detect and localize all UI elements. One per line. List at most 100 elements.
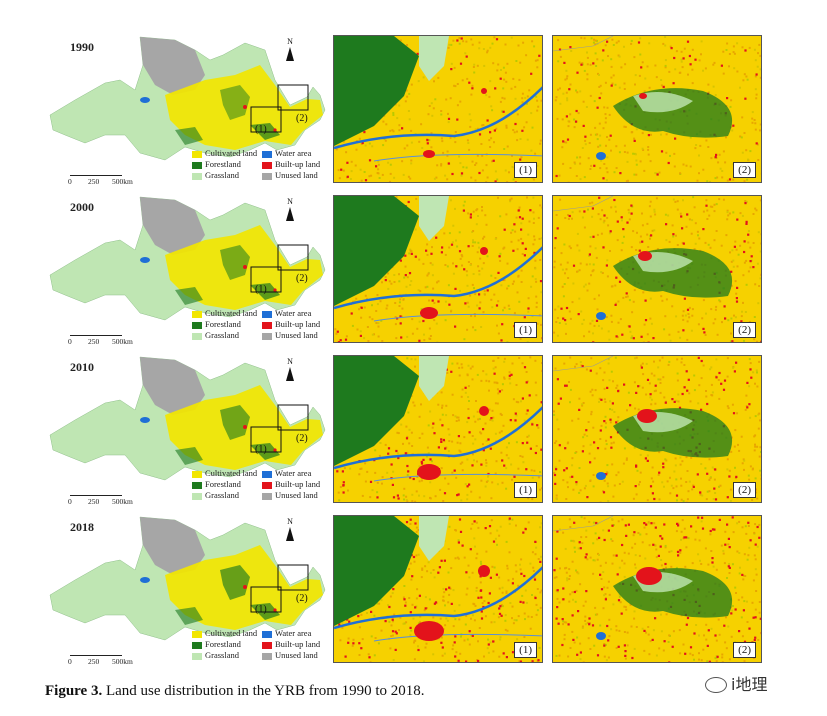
- legend-swatch: [192, 321, 202, 329]
- unused-region: [140, 37, 205, 95]
- detail-panel-2: (2): [552, 355, 762, 503]
- legend-swatch: [262, 150, 272, 158]
- legend-swatch: [262, 310, 272, 318]
- year-label: 2000: [70, 200, 94, 214]
- detail-panel-2: (2): [552, 195, 762, 343]
- inset-box-1: [250, 106, 282, 133]
- legend-item: Water area: [262, 148, 311, 159]
- legend-label: Unused land: [275, 170, 318, 180]
- forest-patch: [175, 607, 203, 625]
- legend-swatch: [192, 630, 202, 638]
- city-dot: [273, 288, 277, 292]
- north-label: N: [287, 197, 293, 206]
- lake: [140, 417, 150, 423]
- basin-map: [49, 36, 326, 161]
- year-label: 2018: [70, 520, 94, 534]
- scale-bar: 0 250 500km: [68, 323, 133, 346]
- legend-swatch: [262, 481, 272, 489]
- detail-panel-2: (2): [552, 35, 762, 183]
- legend-label: Water area: [275, 468, 312, 478]
- legend-swatch: [192, 172, 202, 180]
- year-label: 1990: [70, 40, 94, 54]
- inset-box-2: [277, 404, 309, 431]
- lake: [140, 577, 150, 583]
- grassland-area: [419, 196, 449, 241]
- box-label-1: (1): [255, 284, 267, 295]
- legend-swatch: [192, 652, 202, 660]
- year-label: 2010: [70, 360, 94, 374]
- urban-area: [638, 251, 652, 261]
- legend-item: Built-up land: [262, 479, 320, 490]
- city-dot: [243, 425, 247, 429]
- basin-map: [49, 516, 326, 641]
- urban-area: [481, 88, 487, 94]
- forest-area: [334, 356, 419, 466]
- legend-swatch: [192, 332, 202, 340]
- legend-label: Water area: [275, 628, 312, 638]
- box-label-2: (2): [296, 113, 308, 124]
- watermark: i地理: [705, 671, 767, 695]
- legend-label: Grassland: [205, 330, 239, 340]
- legend-label: Water area: [275, 148, 312, 158]
- boundary-line: [553, 36, 614, 52]
- legend-swatch: [262, 332, 272, 340]
- legend-item: Forestland: [192, 479, 241, 490]
- north-label: N: [287, 37, 293, 46]
- legend-swatch: [192, 470, 202, 478]
- forest-patch: [220, 85, 250, 120]
- legend-item: Unused land: [262, 650, 318, 661]
- legend-label: Grassland: [205, 490, 239, 500]
- wechat-icon: [705, 676, 727, 693]
- scale-t2: 500km: [112, 497, 133, 506]
- lake: [140, 257, 150, 263]
- legend-item: Water area: [262, 628, 311, 639]
- river: [373, 633, 542, 642]
- legend-swatch: [192, 641, 202, 649]
- boundary-line: [553, 196, 614, 212]
- legend-item: Water area: [262, 308, 311, 319]
- scale-t2: 500km: [112, 657, 133, 666]
- legend-swatch: [262, 172, 272, 180]
- forest-area: [334, 36, 419, 146]
- figure-row: 2010 (1) (2) N 0 250 500km Cultivated land…: [0, 355, 827, 515]
- legend-item: Forestland: [192, 159, 241, 170]
- detail-panel-2: (2): [552, 515, 762, 663]
- legend-item: Grassland: [192, 490, 239, 501]
- forest-patch: [175, 127, 203, 145]
- legend-item: Forestland: [192, 319, 241, 330]
- legend-label: Cultivated land: [205, 468, 258, 478]
- legend-swatch: [262, 641, 272, 649]
- forest-patch: [175, 287, 203, 305]
- panel-label: (2): [733, 642, 756, 658]
- boundary-line: [553, 356, 614, 372]
- panel-label: (1): [514, 322, 537, 338]
- panel-label: (2): [733, 482, 756, 498]
- basin-map: [49, 356, 326, 481]
- river: [334, 406, 542, 470]
- legend-item: Forestland: [192, 639, 241, 650]
- urban-area: [478, 565, 490, 577]
- grassland-area: [419, 36, 449, 81]
- panel-label: (2): [733, 162, 756, 178]
- urban-area: [639, 93, 647, 99]
- panel-label: (1): [514, 482, 537, 498]
- legend-item: Grassland: [192, 170, 239, 181]
- scale-t0: 0: [68, 657, 72, 666]
- scale-t0: 0: [68, 497, 72, 506]
- water-body: [596, 152, 606, 160]
- urban-area: [480, 247, 488, 255]
- detail-panel-1: (1): [333, 515, 543, 663]
- scale-t0: 0: [68, 177, 72, 186]
- legend-item: Cultivated land: [192, 308, 257, 319]
- scale-t1: 250: [88, 337, 100, 346]
- legend-swatch: [262, 470, 272, 478]
- forest-area: [334, 196, 419, 306]
- inset-box-1: [250, 266, 282, 293]
- legend-item: Grassland: [192, 330, 239, 341]
- legend-label: Forestland: [205, 159, 241, 169]
- panel-label: (2): [733, 322, 756, 338]
- legend-swatch: [192, 161, 202, 169]
- detail-panel-1: (1): [333, 195, 543, 343]
- boundary-line: [553, 516, 614, 532]
- legend-item: Unused land: [262, 170, 318, 181]
